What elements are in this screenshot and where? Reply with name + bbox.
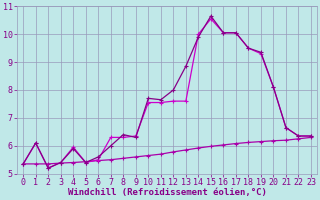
X-axis label: Windchill (Refroidissement éolien,°C): Windchill (Refroidissement éolien,°C) xyxy=(68,188,267,197)
